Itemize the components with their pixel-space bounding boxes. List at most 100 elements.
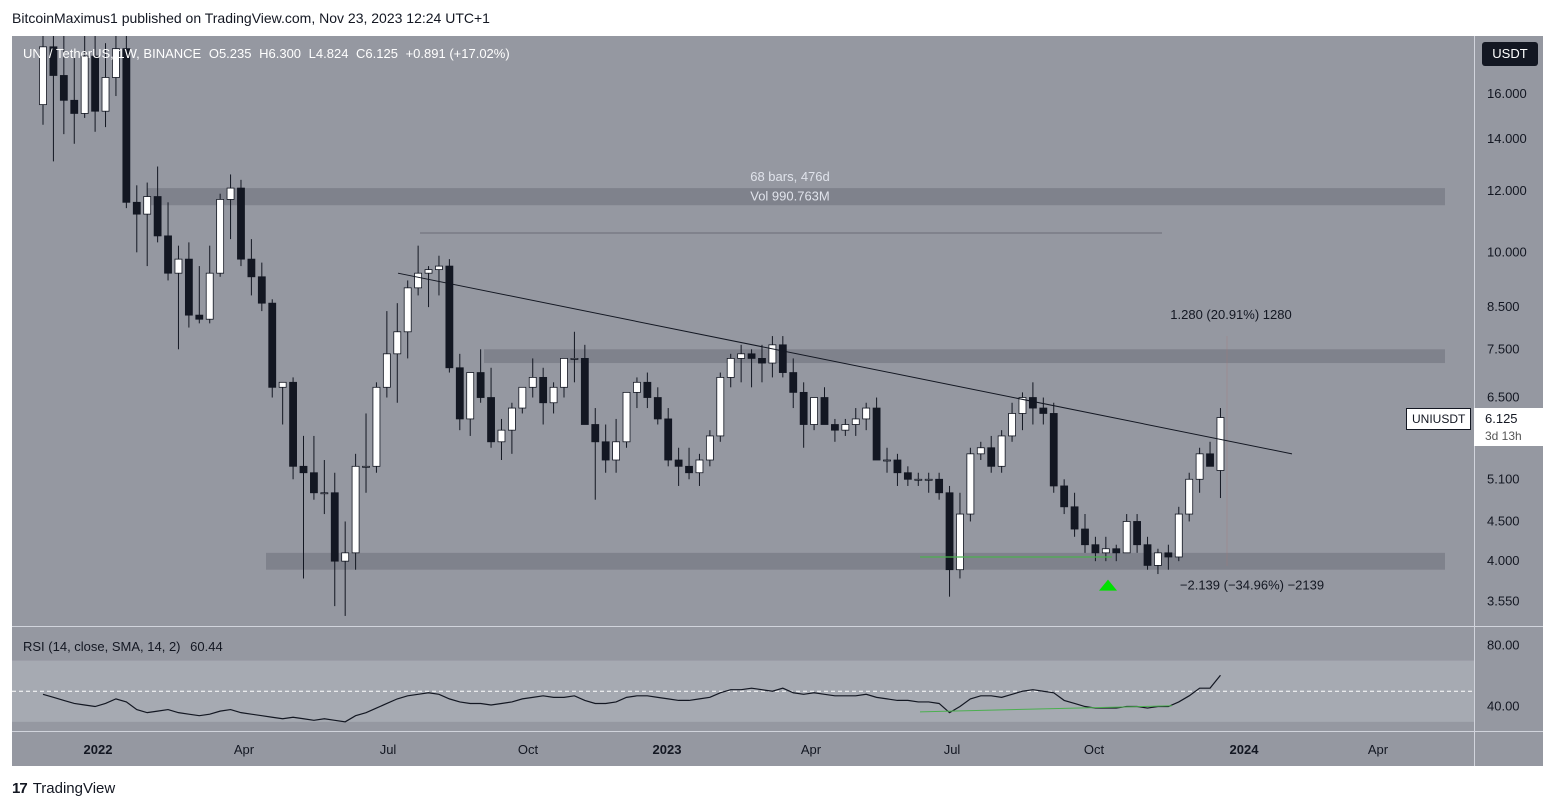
- candle-bear: [237, 187, 245, 260]
- candle-bear: [580, 358, 589, 425]
- candle-bull: [278, 381, 287, 388]
- candle-bull: [372, 386, 381, 467]
- candle-bull: [1101, 548, 1110, 554]
- price-chart[interactable]: 68 bars, 476d Vol 990.763M 1.280 (20.91%) …: [12, 36, 1474, 626]
- candle-bull: [528, 376, 537, 388]
- candle-bull: [705, 435, 714, 461]
- currency-button[interactable]: USDT: [1482, 42, 1538, 66]
- time-tick-label: 2024: [1230, 742, 1260, 757]
- candle-bear: [1143, 544, 1152, 566]
- candle-bull: [612, 441, 620, 461]
- candle-bull: [549, 386, 558, 404]
- candle-bear: [789, 372, 798, 393]
- legend-change: +0.891 (+17.02%): [405, 46, 510, 61]
- candle-bear: [1133, 521, 1141, 546]
- candle-bull: [518, 386, 527, 409]
- candle-bull: [341, 552, 350, 562]
- price-tick-label: 6.500: [1487, 390, 1520, 405]
- candle-bull: [695, 459, 704, 474]
- horizontal-zone: [147, 188, 1445, 206]
- candle-bear: [872, 407, 881, 461]
- candle-bear: [1206, 453, 1214, 467]
- candle-bull: [1174, 513, 1183, 558]
- symbol-legend: UNI / TetherUS, 1W, BINANCE O5.235 H6.30…: [23, 46, 514, 61]
- candle-bear: [987, 447, 996, 467]
- candle-bear: [1164, 552, 1173, 558]
- last-price: 6.125: [1485, 411, 1518, 426]
- legend-symbol[interactable]: UNI / TetherUS, 1W, BINANCE: [23, 46, 202, 61]
- candle-bear: [268, 302, 277, 388]
- legend-high: H6.300: [259, 46, 302, 61]
- rsi-legend: RSI (14, close, SMA, 14, 2) 60.44: [23, 639, 223, 654]
- rsi-tick-label: 80.00: [1487, 637, 1520, 652]
- candle-bull: [883, 459, 891, 462]
- candle-bull: [1018, 397, 1027, 414]
- bar-countdown: 3d 13h: [1485, 429, 1522, 443]
- last-price-badge: 6.125 3d 13h: [1474, 408, 1543, 446]
- candle-bull: [226, 187, 235, 200]
- candle-bull: [143, 196, 152, 215]
- price-axis[interactable]: 3.550 4.000 4.500 5.100 6.500 7.500 8.500 10.00…: [1475, 36, 1543, 731]
- candle-bear: [591, 424, 600, 443]
- tradingview-logo-icon: 17: [12, 780, 28, 797]
- candle-bear: [664, 418, 673, 461]
- candle-bear: [747, 353, 756, 359]
- candle-bull: [403, 287, 412, 333]
- tradingview-brand: TradingView: [32, 780, 116, 797]
- candle-bull: [560, 358, 568, 388]
- candle-bull: [810, 397, 818, 425]
- candle-bull: [841, 424, 850, 431]
- candle-bear: [539, 376, 548, 404]
- tradingview-logo[interactable]: 17 TradingView: [12, 780, 115, 797]
- legend-open: O5.235: [208, 46, 252, 61]
- time-axis[interactable]: 2022 Apr Jul Oct 2023 Apr Jul Oct 2024 Apr: [12, 732, 1474, 766]
- chart-annotation: 68 bars, 476d: [750, 169, 830, 184]
- candle-bull: [466, 372, 475, 420]
- candle-bull: [112, 48, 120, 78]
- trendline: [397, 272, 1293, 455]
- candle-bear: [330, 492, 339, 562]
- chart-frame[interactable]: 68 bars, 476d Vol 990.763M 1.280 (20.91%) …: [12, 36, 1543, 766]
- candle-bear: [945, 492, 954, 571]
- candle-bear: [49, 46, 58, 76]
- candle-bear: [247, 258, 256, 278]
- candle-bull: [174, 258, 183, 274]
- candle-bull: [205, 272, 214, 320]
- candle-bear: [164, 235, 172, 274]
- rsi-line: [42, 674, 1221, 723]
- time-tick-label: Apr: [801, 742, 822, 757]
- candle-bull: [435, 265, 443, 271]
- candle-bull: [382, 353, 391, 388]
- time-axis-separator: [12, 731, 1543, 732]
- candle-bull: [966, 453, 975, 515]
- time-tick-label: Apr: [234, 742, 255, 757]
- candle-bull: [976, 447, 985, 455]
- pane-separator[interactable]: [12, 626, 1543, 627]
- price-tick-label: 4.500: [1487, 513, 1520, 528]
- candle-bull: [914, 478, 923, 481]
- price-tick-label: 12.000: [1487, 183, 1527, 198]
- candle-bear: [59, 75, 68, 101]
- publisher-line: BitcoinMaximus1 published on TradingView…: [12, 10, 490, 26]
- candle-bull: [351, 465, 360, 554]
- candle-bear: [799, 391, 808, 425]
- legend-low: L4.824: [308, 46, 349, 61]
- candle-bear: [1081, 528, 1089, 546]
- candle-bear: [153, 196, 162, 237]
- price-tick-label: 7.500: [1487, 341, 1520, 356]
- candle-bull: [622, 391, 631, 443]
- candle-bear: [1039, 407, 1048, 414]
- candle-bull: [633, 381, 641, 393]
- candle-bear: [893, 459, 902, 474]
- rsi-chart[interactable]: [12, 627, 1474, 731]
- rsi-title[interactable]: RSI (14, close, SMA, 14, 2): [23, 639, 181, 654]
- time-tick-label: Oct: [1084, 742, 1105, 757]
- candle-bull: [39, 46, 47, 106]
- candle-bull: [862, 407, 871, 420]
- chart-annotation: −2.139 (−34.96%) −2139: [1180, 578, 1324, 593]
- candle-bear: [653, 397, 662, 420]
- candle-bear: [132, 201, 141, 215]
- candle-bear: [476, 372, 485, 398]
- time-tick-label: Oct: [518, 742, 539, 757]
- candle-bull: [320, 492, 329, 495]
